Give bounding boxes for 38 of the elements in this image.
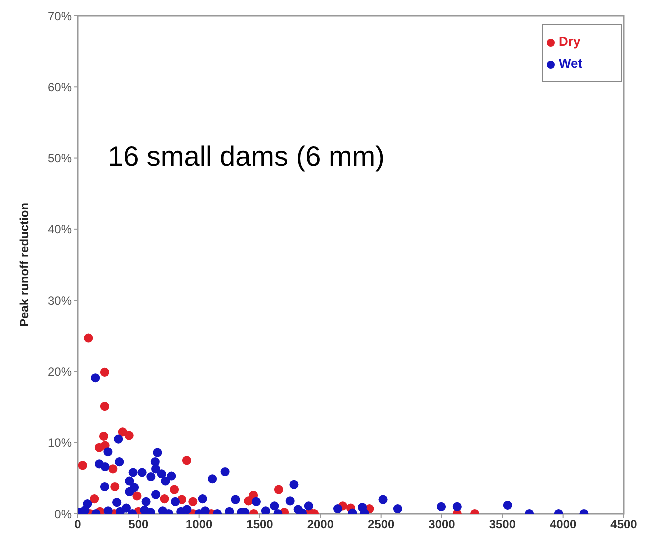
annotation: 16 small dams (6 mm) [108,141,385,172]
x-tick-label: 500 [128,518,149,532]
y-tick-label: 60% [48,80,72,94]
y-tick-label: 30% [48,294,72,308]
point [100,368,110,377]
legend-label: Dry [559,34,581,49]
x-tick-label: 1500 [246,518,274,532]
legend-label: Wet [559,56,583,71]
x-tick-label: 4500 [610,518,638,532]
point [78,461,88,470]
point [110,482,120,492]
point [244,496,254,506]
point [170,485,180,494]
point [100,402,110,412]
point [182,456,192,466]
y-tick-label: 20% [48,364,72,379]
point [132,492,142,501]
x-tick-label: 3000 [428,518,456,532]
y-tick-label: 40% [48,222,72,237]
y-axis-title: Peak runoff reduction [17,202,32,328]
y-tick-label: 0% [54,507,72,522]
point [90,494,100,504]
x-tick-label: 4000 [550,518,578,532]
x-tick-label: 1000 [186,518,214,532]
y-tick-label: 70% [48,9,72,24]
y-tick-label: 10% [48,436,72,450]
point [188,497,198,506]
x-tick-label: 2500 [368,518,396,532]
x-tick-label: 2000 [307,518,334,532]
x-tick-label: 0 [74,518,82,532]
point [108,464,118,474]
point [99,432,108,441]
y-tick-label: 50% [48,152,72,166]
point [274,485,284,494]
point [84,334,94,343]
x-tick-label: 3500 [489,518,516,532]
point [160,494,170,504]
point [124,431,134,440]
